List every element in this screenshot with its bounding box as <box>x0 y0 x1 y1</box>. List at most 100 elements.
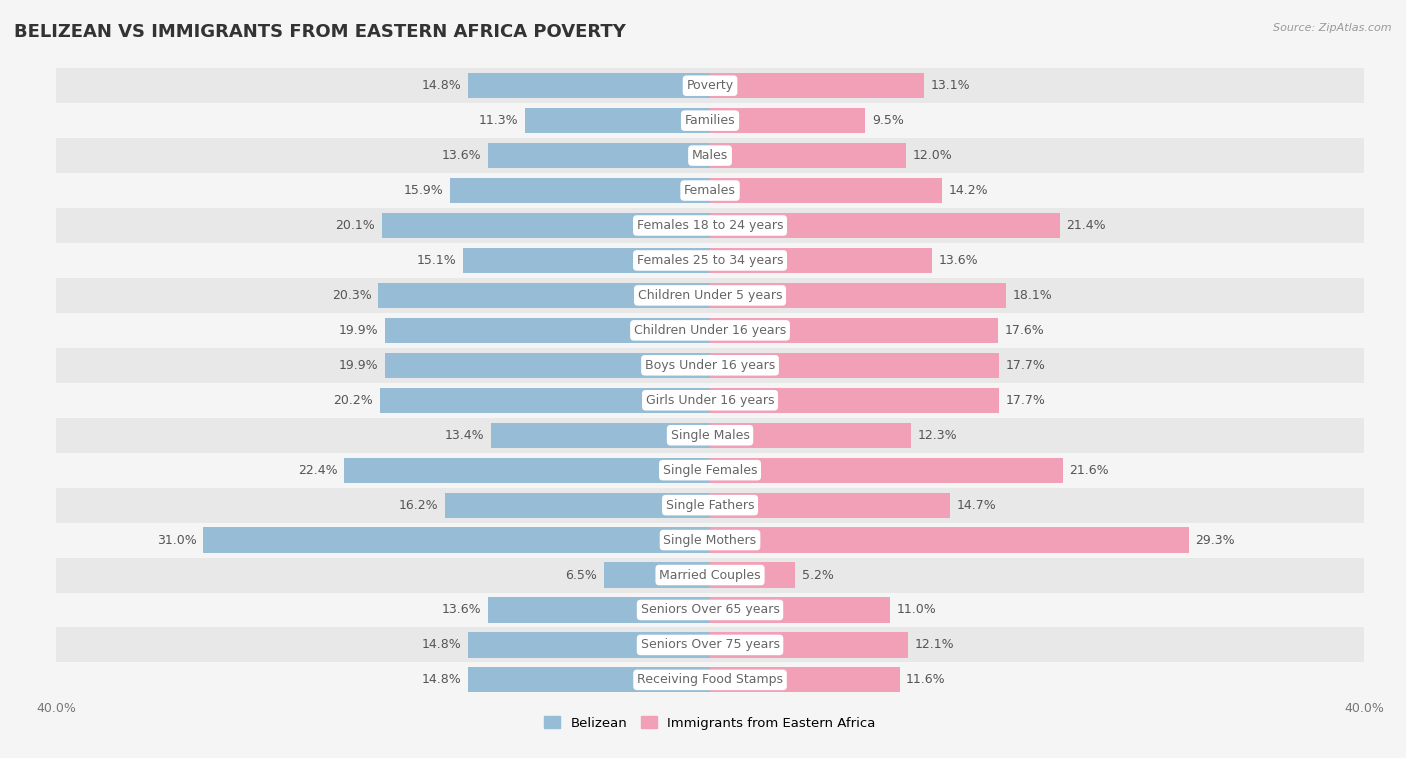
Text: Families: Families <box>685 114 735 127</box>
Bar <box>380 387 710 413</box>
Text: 12.0%: 12.0% <box>912 149 952 162</box>
Bar <box>603 562 710 587</box>
Text: 11.6%: 11.6% <box>907 673 946 687</box>
Bar <box>56 383 1364 418</box>
Text: BELIZEAN VS IMMIGRANTS FROM EASTERN AFRICA POVERTY: BELIZEAN VS IMMIGRANTS FROM EASTERN AFRI… <box>14 23 626 41</box>
Text: Males: Males <box>692 149 728 162</box>
Text: 22.4%: 22.4% <box>298 464 337 477</box>
Bar <box>468 667 710 693</box>
Text: 19.9%: 19.9% <box>339 359 378 372</box>
Bar <box>450 178 710 203</box>
Bar <box>710 387 1000 413</box>
Bar <box>710 597 890 622</box>
Bar <box>204 528 710 553</box>
Text: 21.4%: 21.4% <box>1066 219 1107 232</box>
Bar <box>710 178 942 203</box>
Text: 20.2%: 20.2% <box>333 393 374 407</box>
Bar <box>710 632 908 657</box>
Text: Females 25 to 34 years: Females 25 to 34 years <box>637 254 783 267</box>
Text: 20.1%: 20.1% <box>335 219 375 232</box>
Text: 13.6%: 13.6% <box>441 603 481 616</box>
Bar <box>710 352 1000 378</box>
Text: Boys Under 16 years: Boys Under 16 years <box>645 359 775 372</box>
Text: 13.6%: 13.6% <box>939 254 979 267</box>
Bar <box>491 423 710 448</box>
Legend: Belizean, Immigrants from Eastern Africa: Belizean, Immigrants from Eastern Africa <box>540 711 880 735</box>
Bar <box>56 487 1364 522</box>
Text: Females 18 to 24 years: Females 18 to 24 years <box>637 219 783 232</box>
Bar <box>56 208 1364 243</box>
Text: Girls Under 16 years: Girls Under 16 years <box>645 393 775 407</box>
Text: 31.0%: 31.0% <box>157 534 197 547</box>
Text: 21.6%: 21.6% <box>1070 464 1109 477</box>
Text: 14.8%: 14.8% <box>422 79 461 92</box>
Text: 13.1%: 13.1% <box>931 79 970 92</box>
Text: 5.2%: 5.2% <box>801 568 834 581</box>
Bar <box>56 243 1364 278</box>
Bar <box>446 493 710 518</box>
Bar <box>710 562 794 587</box>
Bar <box>56 348 1364 383</box>
Bar <box>488 143 710 168</box>
Text: 17.7%: 17.7% <box>1005 393 1046 407</box>
Text: Source: ZipAtlas.com: Source: ZipAtlas.com <box>1274 23 1392 33</box>
Bar <box>56 628 1364 662</box>
Bar <box>710 283 1005 308</box>
Text: 13.4%: 13.4% <box>444 429 485 442</box>
Bar <box>463 248 710 273</box>
Bar <box>381 213 710 238</box>
Text: 19.9%: 19.9% <box>339 324 378 337</box>
Bar <box>56 103 1364 138</box>
Bar <box>710 667 900 693</box>
Text: 16.2%: 16.2% <box>399 499 439 512</box>
Text: Single Males: Single Males <box>671 429 749 442</box>
Text: 14.8%: 14.8% <box>422 638 461 651</box>
Text: 11.0%: 11.0% <box>897 603 936 616</box>
Text: Married Couples: Married Couples <box>659 568 761 581</box>
Text: 17.6%: 17.6% <box>1004 324 1045 337</box>
Text: Single Mothers: Single Mothers <box>664 534 756 547</box>
Text: Seniors Over 65 years: Seniors Over 65 years <box>641 603 779 616</box>
Text: Children Under 5 years: Children Under 5 years <box>638 289 782 302</box>
Text: 13.6%: 13.6% <box>441 149 481 162</box>
Bar <box>378 283 710 308</box>
Bar <box>710 73 924 99</box>
Bar <box>710 213 1060 238</box>
Text: Seniors Over 75 years: Seniors Over 75 years <box>641 638 779 651</box>
Text: 6.5%: 6.5% <box>565 568 598 581</box>
Text: 11.3%: 11.3% <box>479 114 519 127</box>
Text: 9.5%: 9.5% <box>872 114 904 127</box>
Bar <box>710 318 998 343</box>
Bar <box>385 318 710 343</box>
Text: 20.3%: 20.3% <box>332 289 371 302</box>
Bar <box>468 632 710 657</box>
Text: 17.7%: 17.7% <box>1005 359 1046 372</box>
Bar <box>710 143 907 168</box>
Text: 15.9%: 15.9% <box>404 184 444 197</box>
Bar <box>385 352 710 378</box>
Bar <box>56 558 1364 593</box>
Text: Poverty: Poverty <box>686 79 734 92</box>
Text: 12.3%: 12.3% <box>918 429 957 442</box>
Text: Receiving Food Stamps: Receiving Food Stamps <box>637 673 783 687</box>
Bar <box>56 313 1364 348</box>
Bar <box>56 418 1364 453</box>
Text: Children Under 16 years: Children Under 16 years <box>634 324 786 337</box>
Text: Females: Females <box>685 184 735 197</box>
Bar <box>56 453 1364 487</box>
Bar <box>56 278 1364 313</box>
Bar <box>488 597 710 622</box>
Bar <box>56 522 1364 558</box>
Text: Single Fathers: Single Fathers <box>666 499 754 512</box>
Bar <box>710 108 865 133</box>
Bar <box>710 423 911 448</box>
Bar <box>710 528 1189 553</box>
Text: 18.1%: 18.1% <box>1012 289 1052 302</box>
Text: Single Females: Single Females <box>662 464 758 477</box>
Bar <box>56 68 1364 103</box>
Bar <box>344 458 710 483</box>
Bar <box>56 662 1364 697</box>
Bar <box>710 248 932 273</box>
Text: 14.8%: 14.8% <box>422 673 461 687</box>
Bar <box>526 108 710 133</box>
